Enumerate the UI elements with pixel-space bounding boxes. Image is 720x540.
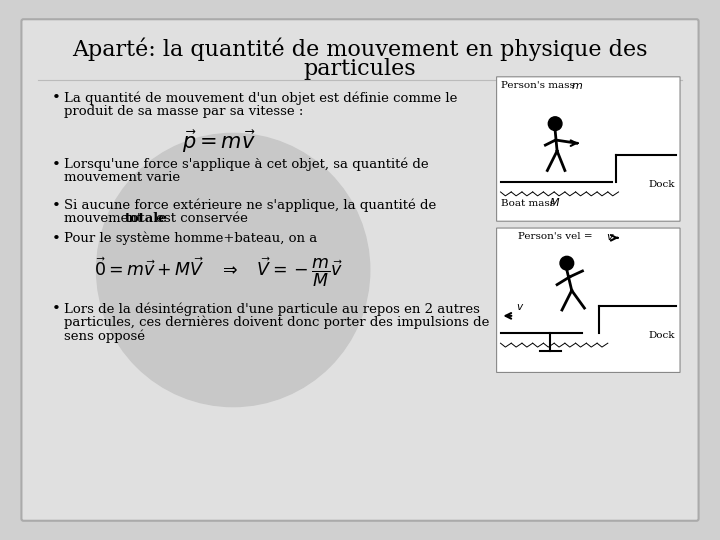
Text: $v$: $v$ bbox=[516, 302, 524, 312]
FancyBboxPatch shape bbox=[22, 19, 698, 521]
Text: Lorsqu'une force s'applique à cet objet, sa quantité de: Lorsqu'une force s'applique à cet objet,… bbox=[64, 158, 429, 171]
Text: •: • bbox=[52, 158, 60, 172]
Text: Dock: Dock bbox=[649, 180, 675, 189]
Text: Person's vel =: Person's vel = bbox=[518, 232, 596, 241]
Text: mouvement varie: mouvement varie bbox=[64, 172, 181, 185]
Text: •: • bbox=[52, 232, 60, 246]
Text: particules: particules bbox=[304, 58, 416, 80]
Circle shape bbox=[560, 256, 574, 270]
Text: totale: totale bbox=[125, 212, 168, 225]
Text: Dock: Dock bbox=[649, 332, 675, 340]
Text: est conservée: est conservée bbox=[152, 212, 248, 225]
Text: Si aucune force extérieure ne s'applique, la quantité de: Si aucune force extérieure ne s'applique… bbox=[64, 199, 436, 212]
Text: •: • bbox=[52, 91, 60, 105]
Text: Lors de la désintégration d'une particule au repos en 2 autres: Lors de la désintégration d'une particul… bbox=[64, 302, 480, 316]
Circle shape bbox=[96, 133, 370, 407]
Text: mouvement: mouvement bbox=[64, 212, 147, 225]
Text: $\vec{0} = m\vec{v} + M\vec{V} \quad \Rightarrow \quad \vec{V} = -\dfrac{m}{M}\v: $\vec{0} = m\vec{v} + M\vec{V} \quad \Ri… bbox=[94, 255, 343, 289]
FancyBboxPatch shape bbox=[497, 228, 680, 373]
Text: produit de sa masse par sa vitesse :: produit de sa masse par sa vitesse : bbox=[64, 105, 304, 118]
Text: •: • bbox=[52, 199, 60, 213]
Text: $m$: $m$ bbox=[571, 80, 582, 91]
Text: La quantité de mouvement d'un objet est définie comme le: La quantité de mouvement d'un objet est … bbox=[64, 91, 458, 105]
FancyBboxPatch shape bbox=[497, 77, 680, 221]
Circle shape bbox=[549, 117, 562, 131]
Text: $v$: $v$ bbox=[606, 232, 615, 242]
Text: Boat mass: Boat mass bbox=[500, 199, 558, 207]
Text: Person's mass: Person's mass bbox=[500, 80, 577, 90]
Text: Pour le système homme+bateau, on a: Pour le système homme+bateau, on a bbox=[64, 232, 318, 246]
Text: sens opposé: sens opposé bbox=[64, 329, 145, 343]
Text: $M$: $M$ bbox=[549, 195, 561, 207]
Text: •: • bbox=[52, 302, 60, 316]
Text: $\vec{p} = m\vec{v}$: $\vec{p} = m\vec{v}$ bbox=[181, 129, 256, 156]
Text: Aparté: la quantité de mouvement en physique des: Aparté: la quantité de mouvement en phys… bbox=[72, 38, 648, 61]
Text: particules, ces dernières doivent donc porter des impulsions de: particules, ces dernières doivent donc p… bbox=[64, 316, 490, 329]
